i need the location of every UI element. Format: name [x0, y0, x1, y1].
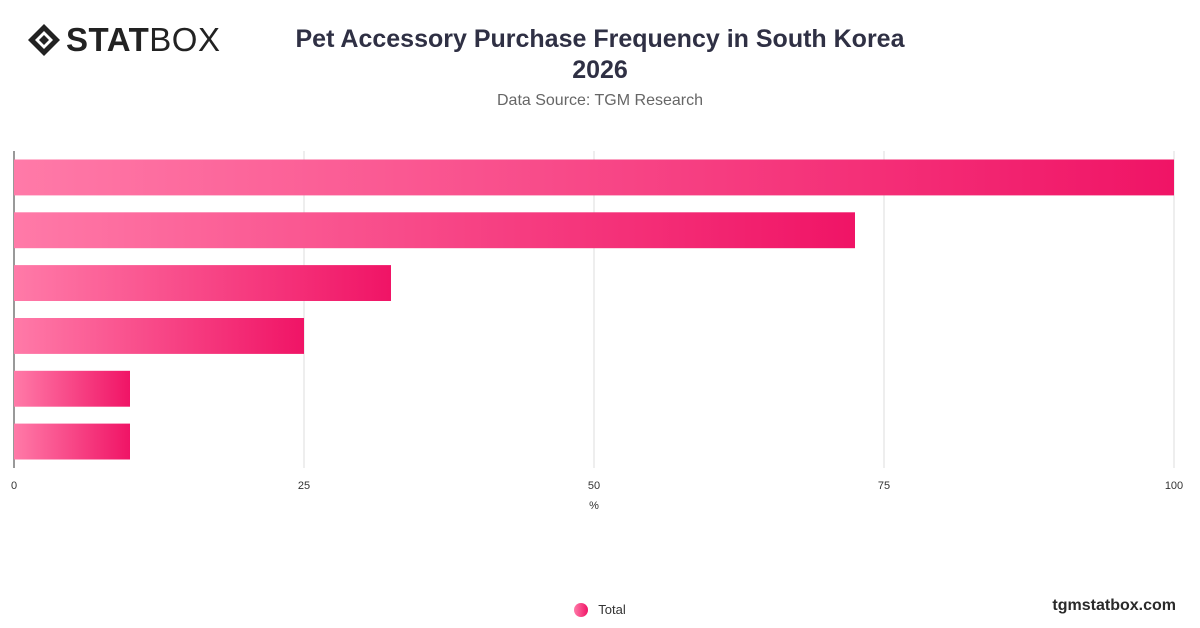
- bar-4[interactable]: [14, 318, 304, 354]
- legend-marker-icon: [574, 602, 589, 617]
- grid-lines: [13, 151, 1175, 468]
- chart-title-line1: Pet Accessory Purchase Frequency in Sout…: [295, 25, 905, 53]
- bar-5[interactable]: [14, 370, 130, 407]
- x-tick-label: 75: [878, 480, 890, 492]
- bar-3[interactable]: [14, 265, 391, 301]
- bar-chart: 0 25 50 75 100 %: [11, 151, 1183, 512]
- logo-text-bold: STAT: [66, 21, 150, 58]
- x-tick-label: 25: [298, 480, 310, 492]
- x-tick-label: 50: [588, 480, 600, 492]
- bar-2[interactable]: [14, 212, 855, 249]
- logo-wordmark: STATBOX: [66, 22, 220, 58]
- x-tick-label: 0: [11, 480, 17, 492]
- chart-title-line2: 2026: [572, 56, 628, 84]
- chart-title: Pet Accessory Purchase Frequency in Sout…: [230, 24, 970, 86]
- x-tick-label: 100: [1165, 480, 1183, 492]
- x-axis-ticks: 0 25 50 75 100: [11, 480, 1183, 492]
- legend-label: Total: [598, 602, 626, 617]
- logo-text-light: BOX: [149, 21, 221, 58]
- statbox-logo-icon: [28, 24, 60, 56]
- legend-item-total[interactable]: Total: [574, 602, 626, 617]
- bars: [14, 159, 1174, 460]
- bar-6[interactable]: [14, 423, 130, 460]
- x-axis-label: %: [589, 500, 599, 512]
- statbox-logo: STATBOX: [26, 22, 220, 58]
- bar-1[interactable]: [14, 159, 1174, 196]
- chart-subtitle: Data Source: TGM Research: [496, 92, 703, 109]
- footer-brand: tgmstatbox.com: [1052, 597, 1176, 614]
- legend: Total: [0, 602, 1200, 620]
